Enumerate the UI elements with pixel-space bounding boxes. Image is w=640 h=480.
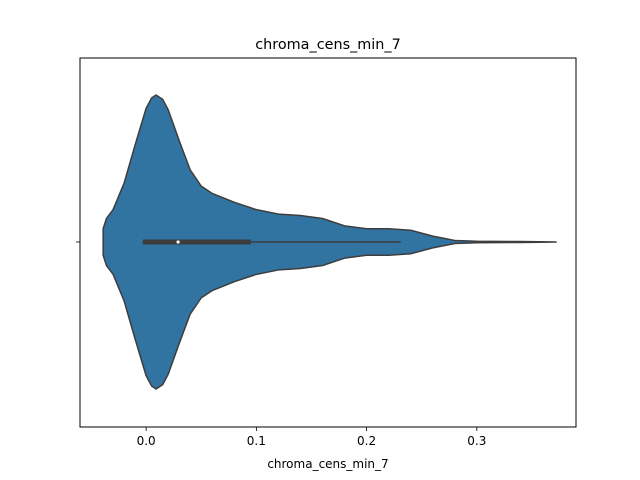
- chart-title: chroma_cens_min_7: [255, 37, 401, 53]
- x-axis-label: chroma_cens_min_7: [267, 457, 388, 471]
- x-tick-label: 0.1: [247, 434, 266, 448]
- x-tick-label: 0.0: [137, 434, 156, 448]
- x-tick-label: 0.3: [467, 434, 486, 448]
- plot-frame: [79, 57, 577, 428]
- x-tick-label: 0.2: [357, 434, 376, 448]
- box-median-point: [176, 240, 180, 244]
